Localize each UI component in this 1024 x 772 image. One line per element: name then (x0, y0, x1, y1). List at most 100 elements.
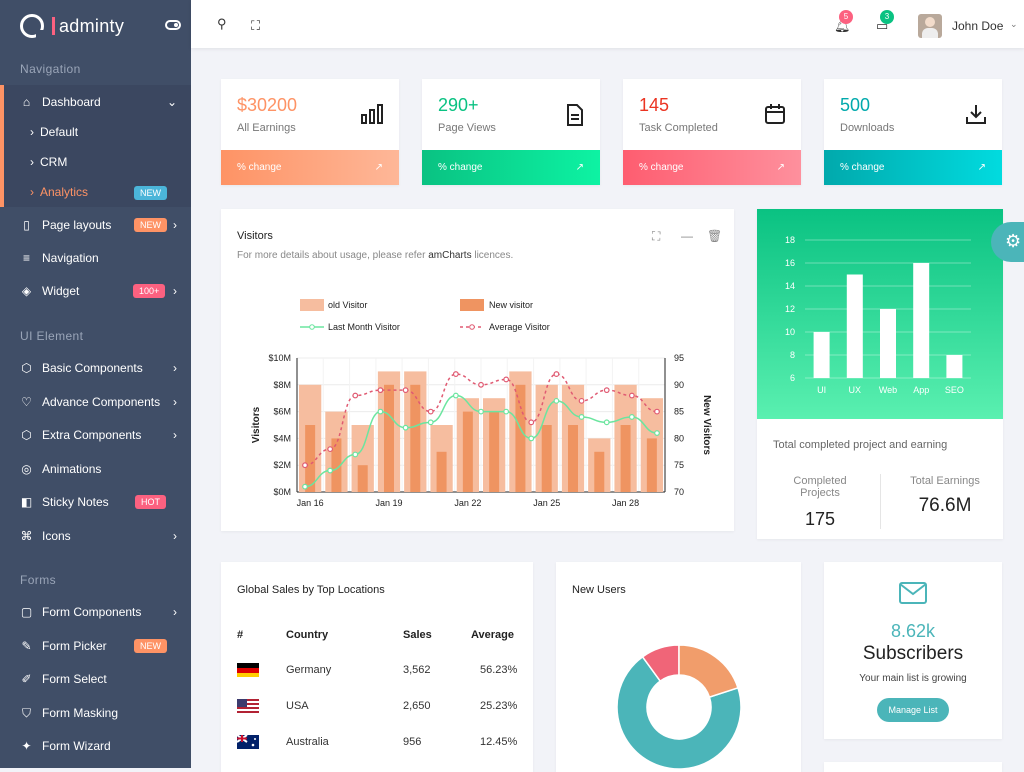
last-month-point (327, 467, 334, 474)
sidebar-item-basic-components[interactable]: ⬡ Basic Components › (0, 353, 191, 383)
new-visitor-bar (646, 438, 657, 492)
sidebar-item-page-layouts[interactable]: ▯ Page layouts › (0, 210, 191, 240)
sidebar-item-extra-components[interactable]: ⬡ Extra Components › (0, 420, 191, 450)
search-icon[interactable]: ⚲ (217, 16, 227, 31)
sidebar-item-navigation[interactable]: ≡ Navigation (0, 243, 191, 273)
sidebar-item-form-select[interactable]: ✐ Form Select (0, 664, 191, 694)
project-chart: 6 8 10 12 14 16 18 UI UX Web App SEO (785, 235, 971, 395)
average-point (528, 419, 535, 426)
project-card: 6 8 10 12 14 16 18 UI UX Web App SEO Total complete… (757, 209, 1003, 539)
project-caption: Total completed project and earning (773, 439, 948, 451)
chevron-right-icon: › (173, 395, 177, 409)
next-card (824, 762, 1002, 772)
average-point (377, 387, 384, 394)
sidebar-item-label: Form Masking (42, 706, 119, 720)
sidebar-item-form-masking[interactable]: ⛉ Form Masking (0, 698, 191, 728)
settings-gear-icon[interactable]: ⚙ (991, 222, 1024, 262)
card-title: Visitors (237, 230, 273, 242)
completed-projects-label: Completed Projects (793, 475, 847, 499)
stat-card-downloads: 500 Downloads % change ↗ (824, 79, 1002, 185)
logo[interactable]: adminty (20, 14, 124, 39)
y-tick-label: 12 (785, 304, 795, 314)
column-header: Sales (403, 629, 432, 641)
y-tick-label: $6M (273, 407, 291, 417)
subscribers-card: 8.62k Subscribers Your main list is grow… (824, 562, 1002, 739)
y-tick-label: $2M (273, 460, 291, 470)
stat-change-label: % change (438, 162, 483, 173)
fullscreen-icon[interactable]: ⛶ (251, 18, 261, 33)
stat-label: Task Completed (639, 122, 718, 134)
amcharts-link[interactable]: amCharts (428, 250, 472, 261)
chevron-down-icon: ⌄ (166, 95, 177, 109)
chevron-down-icon[interactable]: ⌄ (1010, 19, 1018, 29)
last-month-point (628, 414, 635, 420)
sidebar: adminty Navigation ⌂ Dashboard ⌄ › Defaul… (0, 0, 191, 768)
sidebar-toggle-icon[interactable] (165, 20, 181, 30)
user-name[interactable]: John Doe (952, 19, 1004, 33)
sidebar-subitem-default[interactable]: › Default (30, 125, 79, 139)
subtitle-text: For more details about usage, please ref… (237, 250, 426, 261)
y-tick-label: $4M (273, 433, 291, 443)
sidebar-item-dashboard[interactable]: ⌂ Dashboard ⌄ (0, 87, 191, 117)
y2-tick-label: 90 (674, 380, 684, 390)
stat-value: 290+ (438, 95, 479, 115)
trash-icon[interactable]: 🗑︎ (707, 229, 723, 243)
hot-badge: HOT (135, 495, 166, 509)
sidebar-item-icons[interactable]: ⌘ Icons › (0, 521, 191, 551)
average-point (327, 446, 334, 453)
sidebar-item-form-wizard[interactable]: ✦ Form Wizard (0, 731, 191, 761)
new-visitor-bar (357, 465, 368, 492)
sidebar-item-label: Form Wizard (42, 739, 111, 753)
sidebar-item-widget[interactable]: ◈ Widget › (0, 276, 191, 306)
sidebar-subitem-label: Analytics (40, 185, 89, 199)
chevron-right-icon: › (173, 361, 177, 375)
column-header: Country (286, 629, 329, 641)
y-tick-label: $0M (273, 487, 291, 497)
sidebar-subitem-crm[interactable]: › CRM (30, 155, 68, 169)
ui-section-heading: UI Element (20, 329, 84, 343)
sidebar-item-label: Basic Components (42, 361, 143, 375)
last-month-point (302, 483, 308, 490)
edit-icon: ✎ (21, 639, 32, 653)
feather-icon: ✐ (21, 672, 32, 686)
average-point (578, 397, 585, 404)
sidebar-item-label: Form Select (42, 672, 107, 686)
sidebar-subitem-label: CRM (40, 155, 68, 169)
last-month-point (503, 408, 510, 415)
sidebar-item-form-components[interactable]: ▢ Form Components › (0, 597, 191, 627)
trending-up-icon: ↗ (776, 162, 785, 173)
australia-flag-icon (237, 735, 259, 749)
last-month-point (427, 419, 434, 426)
forms-section-heading: Forms (20, 573, 56, 587)
x-tick-label: Jan 16 (297, 498, 324, 508)
chevron-right-icon: › (173, 428, 177, 442)
expand-icon[interactable]: ⛶ (652, 229, 661, 243)
chevron-right-icon: › (173, 284, 177, 298)
stat-label: Downloads (840, 122, 895, 134)
wand-icon: ✦ (21, 739, 32, 753)
y2-tick-label: 80 (674, 433, 684, 443)
minimize-icon[interactable]: — (681, 229, 693, 243)
y2-tick-label: 75 (674, 460, 684, 470)
last-month-point (528, 435, 535, 442)
last-month-point (578, 414, 585, 420)
sidebar-item-animations[interactable]: ◎ Animations (0, 454, 191, 484)
avatar[interactable] (918, 14, 942, 38)
legend-label: Last Month Visitor (328, 322, 400, 332)
last-month-point (402, 424, 409, 431)
manage-list-button[interactable]: Manage List (877, 698, 949, 722)
sidebar-item-label: Icons (42, 529, 71, 543)
subscribers-text: Your main list is growing (859, 673, 967, 684)
home-icon: ⌂ (22, 95, 31, 109)
new-visitor-bar (568, 425, 578, 492)
x-tick-label: Web (879, 385, 897, 395)
logo-icon (20, 14, 45, 39)
average-point (553, 371, 560, 377)
sidebar-item-form-picker[interactable]: ✎ Form Picker (0, 631, 191, 661)
y-tick-label: 18 (785, 235, 795, 245)
sidebar-item-sticky-notes[interactable]: ◧ Sticky Notes (0, 487, 191, 517)
box-icon: ⬡ (21, 361, 32, 375)
package-icon: ⬡ (21, 428, 32, 442)
sidebar-item-advance-components[interactable]: ♡ Advance Components › (0, 387, 191, 417)
sidebar-subitem-analytics[interactable]: › Analytics (30, 185, 89, 199)
